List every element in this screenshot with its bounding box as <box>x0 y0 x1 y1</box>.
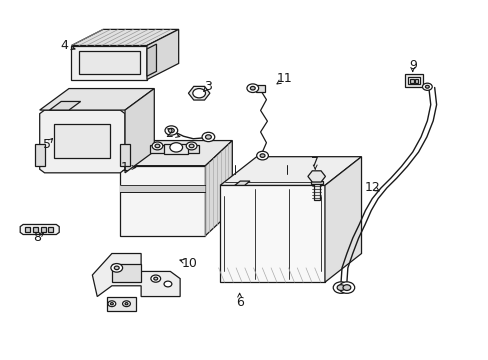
Circle shape <box>422 83 431 90</box>
Circle shape <box>155 144 160 148</box>
Polygon shape <box>35 144 44 166</box>
Polygon shape <box>147 30 178 80</box>
Circle shape <box>425 85 428 88</box>
Text: 4: 4 <box>60 39 68 52</box>
Circle shape <box>336 285 344 291</box>
Polygon shape <box>205 140 232 235</box>
Polygon shape <box>92 253 180 297</box>
Circle shape <box>168 129 174 133</box>
Polygon shape <box>40 89 154 110</box>
Polygon shape <box>255 85 265 92</box>
Polygon shape <box>120 140 232 166</box>
Circle shape <box>246 84 258 93</box>
Text: 3: 3 <box>203 80 211 93</box>
Circle shape <box>108 301 116 307</box>
Circle shape <box>151 275 160 282</box>
Circle shape <box>110 303 113 305</box>
Bar <box>25 226 30 232</box>
Circle shape <box>205 135 211 139</box>
Circle shape <box>154 277 158 280</box>
Circle shape <box>250 86 255 90</box>
Bar <box>79 51 140 74</box>
Bar <box>54 125 110 158</box>
Polygon shape <box>49 102 81 110</box>
Polygon shape <box>147 44 156 76</box>
Bar <box>41 226 45 232</box>
Text: 1: 1 <box>121 161 129 174</box>
Polygon shape <box>234 181 249 185</box>
Circle shape <box>111 264 122 272</box>
Circle shape <box>256 151 268 160</box>
Bar <box>48 226 53 232</box>
Text: 7: 7 <box>310 156 319 169</box>
Text: 11: 11 <box>276 72 292 85</box>
Circle shape <box>342 285 350 291</box>
Text: 5: 5 <box>43 138 51 150</box>
Polygon shape <box>107 297 136 311</box>
Polygon shape <box>112 264 141 282</box>
Bar <box>183 145 199 153</box>
Circle shape <box>332 282 348 293</box>
Circle shape <box>186 142 197 150</box>
Bar <box>414 78 417 83</box>
Text: 8: 8 <box>33 231 41 244</box>
Bar <box>313 183 319 200</box>
Polygon shape <box>71 45 147 80</box>
Circle shape <box>125 303 128 305</box>
Polygon shape <box>220 157 361 185</box>
Circle shape <box>189 144 194 148</box>
Circle shape <box>152 142 163 150</box>
Text: 2: 2 <box>164 127 172 140</box>
Circle shape <box>169 143 182 152</box>
Polygon shape <box>125 89 154 173</box>
Circle shape <box>192 89 205 98</box>
Polygon shape <box>120 185 205 192</box>
Bar <box>310 181 322 184</box>
Circle shape <box>114 266 119 270</box>
Bar <box>407 77 419 84</box>
Polygon shape <box>120 144 130 166</box>
Circle shape <box>163 281 171 287</box>
Text: 12: 12 <box>364 181 379 194</box>
Circle shape <box>164 126 177 135</box>
Polygon shape <box>40 110 125 173</box>
Bar <box>149 145 165 153</box>
Circle shape <box>260 154 264 157</box>
Polygon shape <box>220 185 325 282</box>
Circle shape <box>122 301 130 307</box>
Polygon shape <box>71 30 178 45</box>
Text: 9: 9 <box>408 59 416 72</box>
Text: 6: 6 <box>235 296 243 309</box>
Text: 10: 10 <box>182 257 198 270</box>
Circle shape <box>338 282 354 293</box>
Bar <box>33 226 38 232</box>
Polygon shape <box>405 74 422 87</box>
Polygon shape <box>120 166 205 235</box>
Bar <box>409 78 413 83</box>
Circle shape <box>202 132 214 141</box>
Bar <box>163 144 188 154</box>
Polygon shape <box>325 157 361 282</box>
Polygon shape <box>20 225 59 234</box>
